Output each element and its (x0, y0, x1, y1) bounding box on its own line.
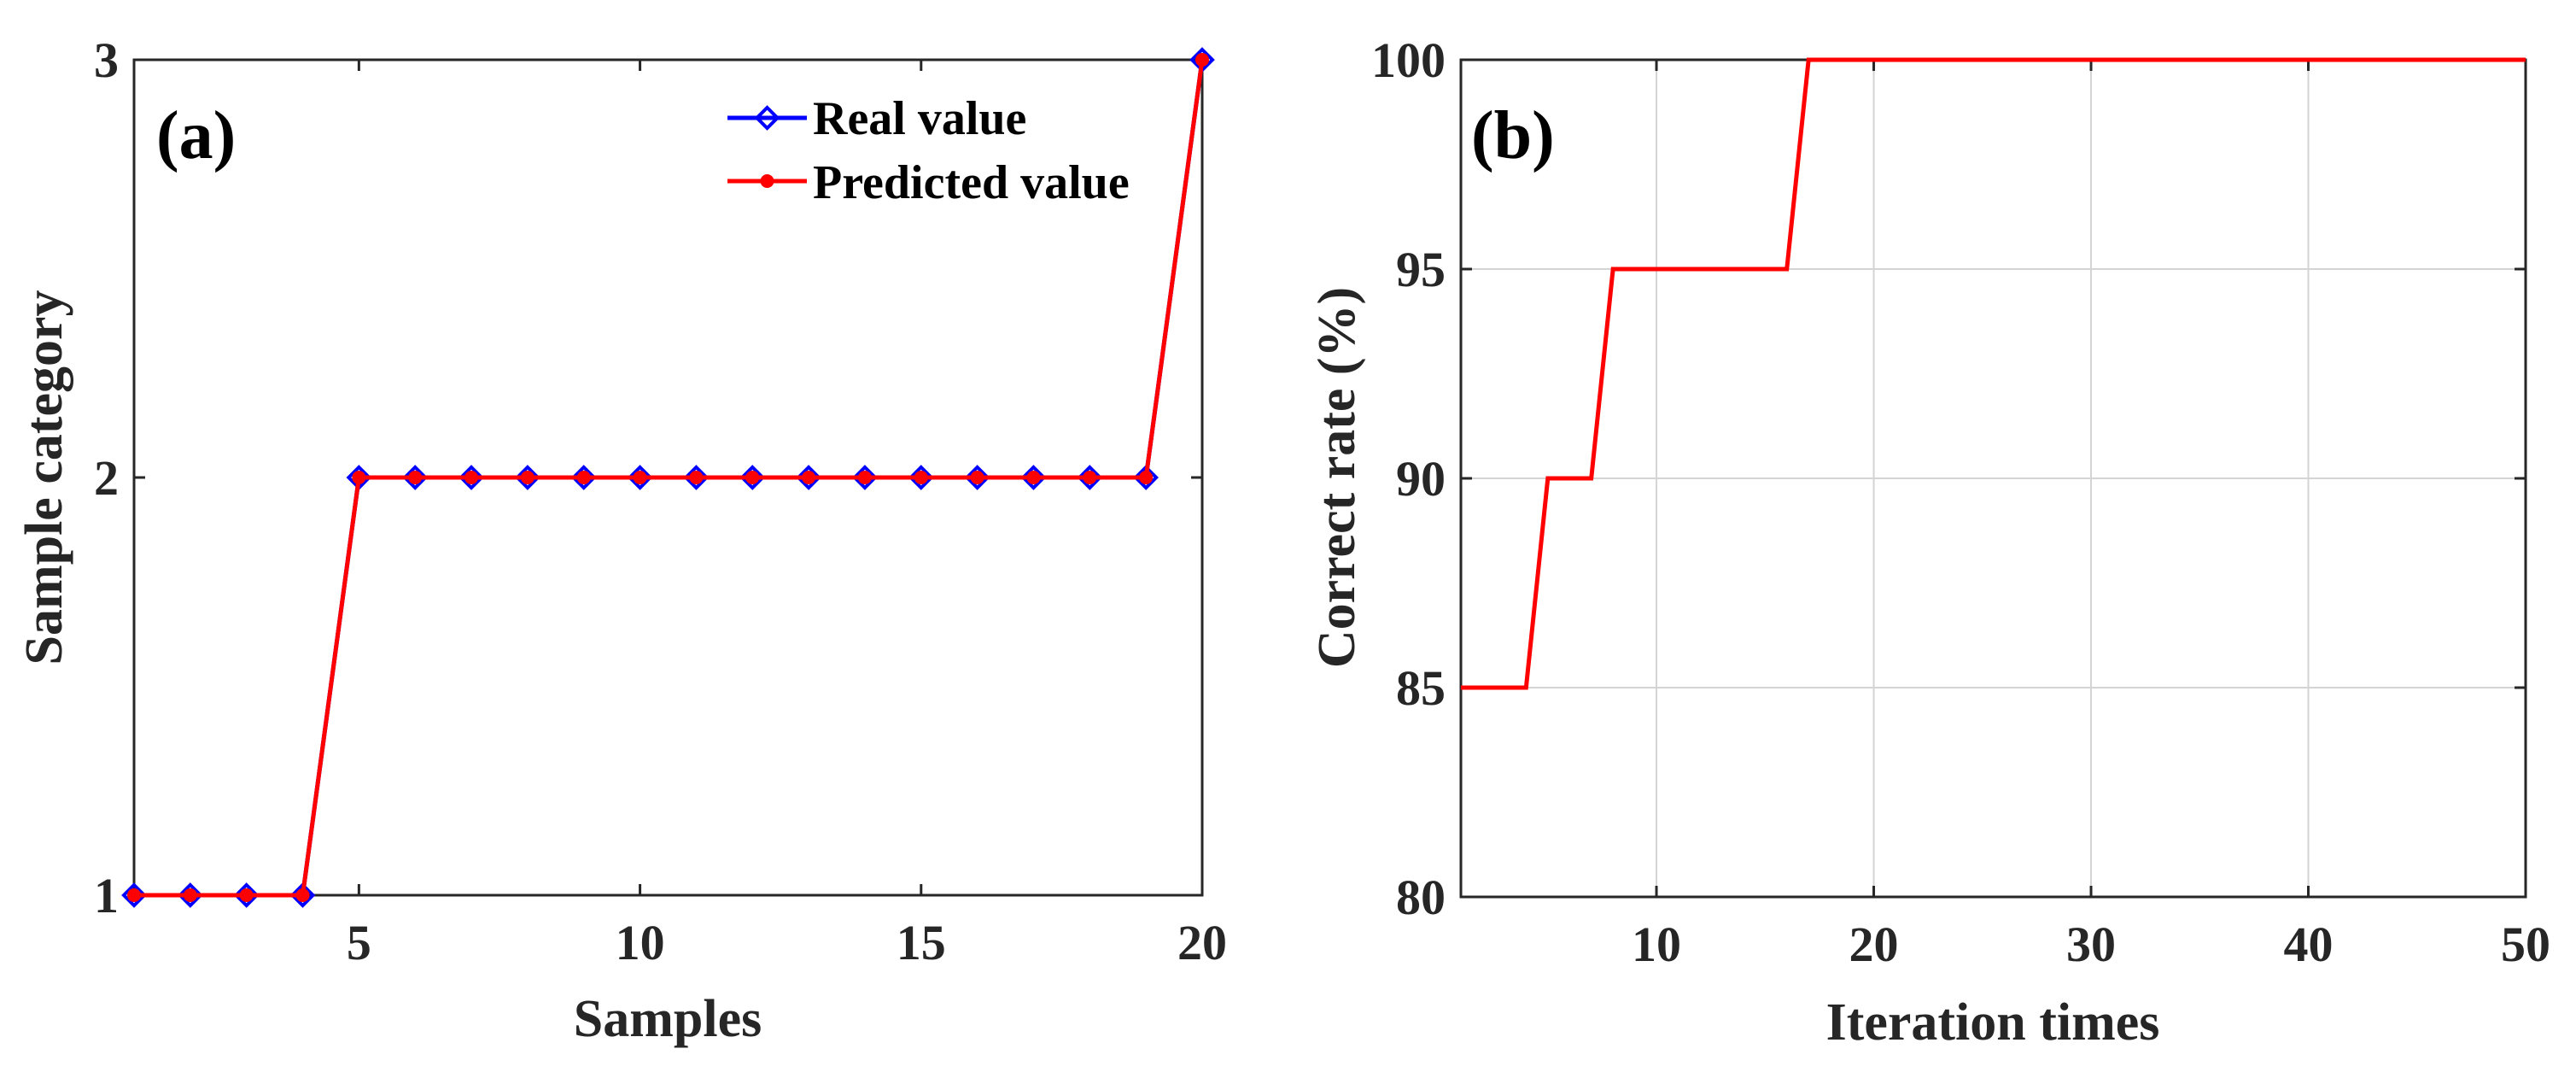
panel-b-y-tick-label: 80 (1396, 870, 1446, 925)
panel-a-real-value-point (570, 465, 597, 490)
panel-a-predicted-value-point (745, 471, 760, 484)
panel-a-predicted-value-point (689, 471, 704, 484)
panel-a-real-value-point (796, 465, 821, 490)
panel-a-predicted-value-point (295, 888, 310, 902)
panel-a-real-value-point (1133, 465, 1159, 490)
panel-a-real-value-point (739, 465, 766, 490)
panel-a-label: (a) (156, 98, 236, 173)
panel-a-y-tick-label: 3 (94, 32, 119, 88)
panel-a-predicted-value-point (1026, 471, 1041, 484)
panel-a-real-value-point (1077, 465, 1103, 490)
panel-a-real-value-point (515, 465, 540, 490)
panel-a-real-value-point (459, 465, 484, 490)
panel-b-correct-rate-line (1461, 57, 2526, 690)
panel-a-predicted-value-point (914, 471, 928, 484)
panel-a-predicted-value-point (970, 471, 984, 484)
panel-a-predicted-value-line (134, 59, 1205, 898)
panel-b-x-tick-label: 40 (2284, 917, 2334, 972)
panel-a-real-value-point (178, 882, 203, 908)
panel-a-real-value-point (121, 882, 147, 908)
panel-a-y-axis-label: Sample category (15, 290, 73, 665)
panel-a-predicted-value-point (802, 471, 816, 484)
panel-a-real-value-point (289, 882, 316, 908)
panel-a-real-value-point (1020, 465, 1047, 490)
panel-a-predicted-value-point (183, 888, 197, 902)
panel-a-chart: 5 10 15 20 1 2 3 (a) Samples Sample category R… (15, 32, 1227, 1048)
panel-a-real-value-point (852, 465, 878, 490)
panel-a-predicted-value-point (1083, 471, 1097, 484)
panel-a-x-tick-label: 15 (897, 915, 946, 970)
panel-a-predicted-value-point (857, 471, 872, 484)
panel-b-chart: 10 20 30 40 50 80 85 90 95 100 (b) Iteration time… (1308, 32, 2550, 1052)
panel-b-label: (b) (1471, 98, 1555, 173)
panel-a-x-tick-label: 20 (1177, 915, 1227, 970)
panel-a-x-tick-label: 10 (616, 915, 665, 970)
panel-a-real-value-point (233, 882, 260, 908)
panel-a-predicted-value-point (1139, 471, 1154, 484)
legend-predicted-value-marker-icon (760, 174, 774, 188)
panel-a-y-tick-label: 1 (94, 868, 119, 923)
panel-b-y-tick-label: 95 (1396, 242, 1446, 297)
panel-a-real-value-point (908, 465, 934, 490)
legend-predicted-value-label: Predicted value (813, 156, 1130, 209)
panel-a-predicted-value-point (520, 471, 534, 484)
panel-a-x-axis-label: Samples (574, 990, 762, 1048)
panel-b-y-tick-label: 85 (1396, 660, 1446, 716)
panel-a-predicted-value-point (127, 888, 141, 902)
panel-a-legend: Real value Predicted value (727, 92, 1130, 209)
panel-a-real-value-point (683, 465, 710, 490)
panel-a-x-tick-label: 5 (347, 915, 371, 970)
panel-a-predicted-value-point (408, 471, 423, 484)
panel-b-y-tick-label: 100 (1371, 32, 1446, 88)
panel-b-y-tick-label: 90 (1396, 451, 1446, 507)
panel-b-x-tick-label: 30 (2066, 917, 2116, 972)
panel-a-y-tick-label: 2 (94, 450, 119, 506)
panel-a-predicted-value-point (352, 471, 366, 484)
panel-b-x-tick-label: 10 (1632, 917, 1681, 972)
panel-a-real-value-point (964, 465, 990, 490)
panel-a-predicted-value-point (1195, 53, 1209, 67)
panel-a-real-value-point (627, 465, 653, 490)
panel-a-predicted-value-point (576, 471, 591, 484)
panel-b-x-tick-label: 20 (1849, 917, 1899, 972)
panel-b-x-tick-label: 50 (2501, 917, 2550, 972)
panel-a-predicted-value-point (464, 471, 479, 484)
panel-a-real-value-point (402, 465, 429, 490)
panel-b-y-axis-label: Correct rate (%) (1308, 287, 1366, 668)
panel-b-x-axis-label: Iteration times (1826, 993, 2160, 1052)
legend-real-value-marker-icon (754, 105, 780, 131)
legend-real-value-label: Real value (813, 92, 1026, 145)
panel-a-predicted-value-point (633, 471, 647, 484)
panel-a-predicted-value-point (239, 888, 254, 902)
